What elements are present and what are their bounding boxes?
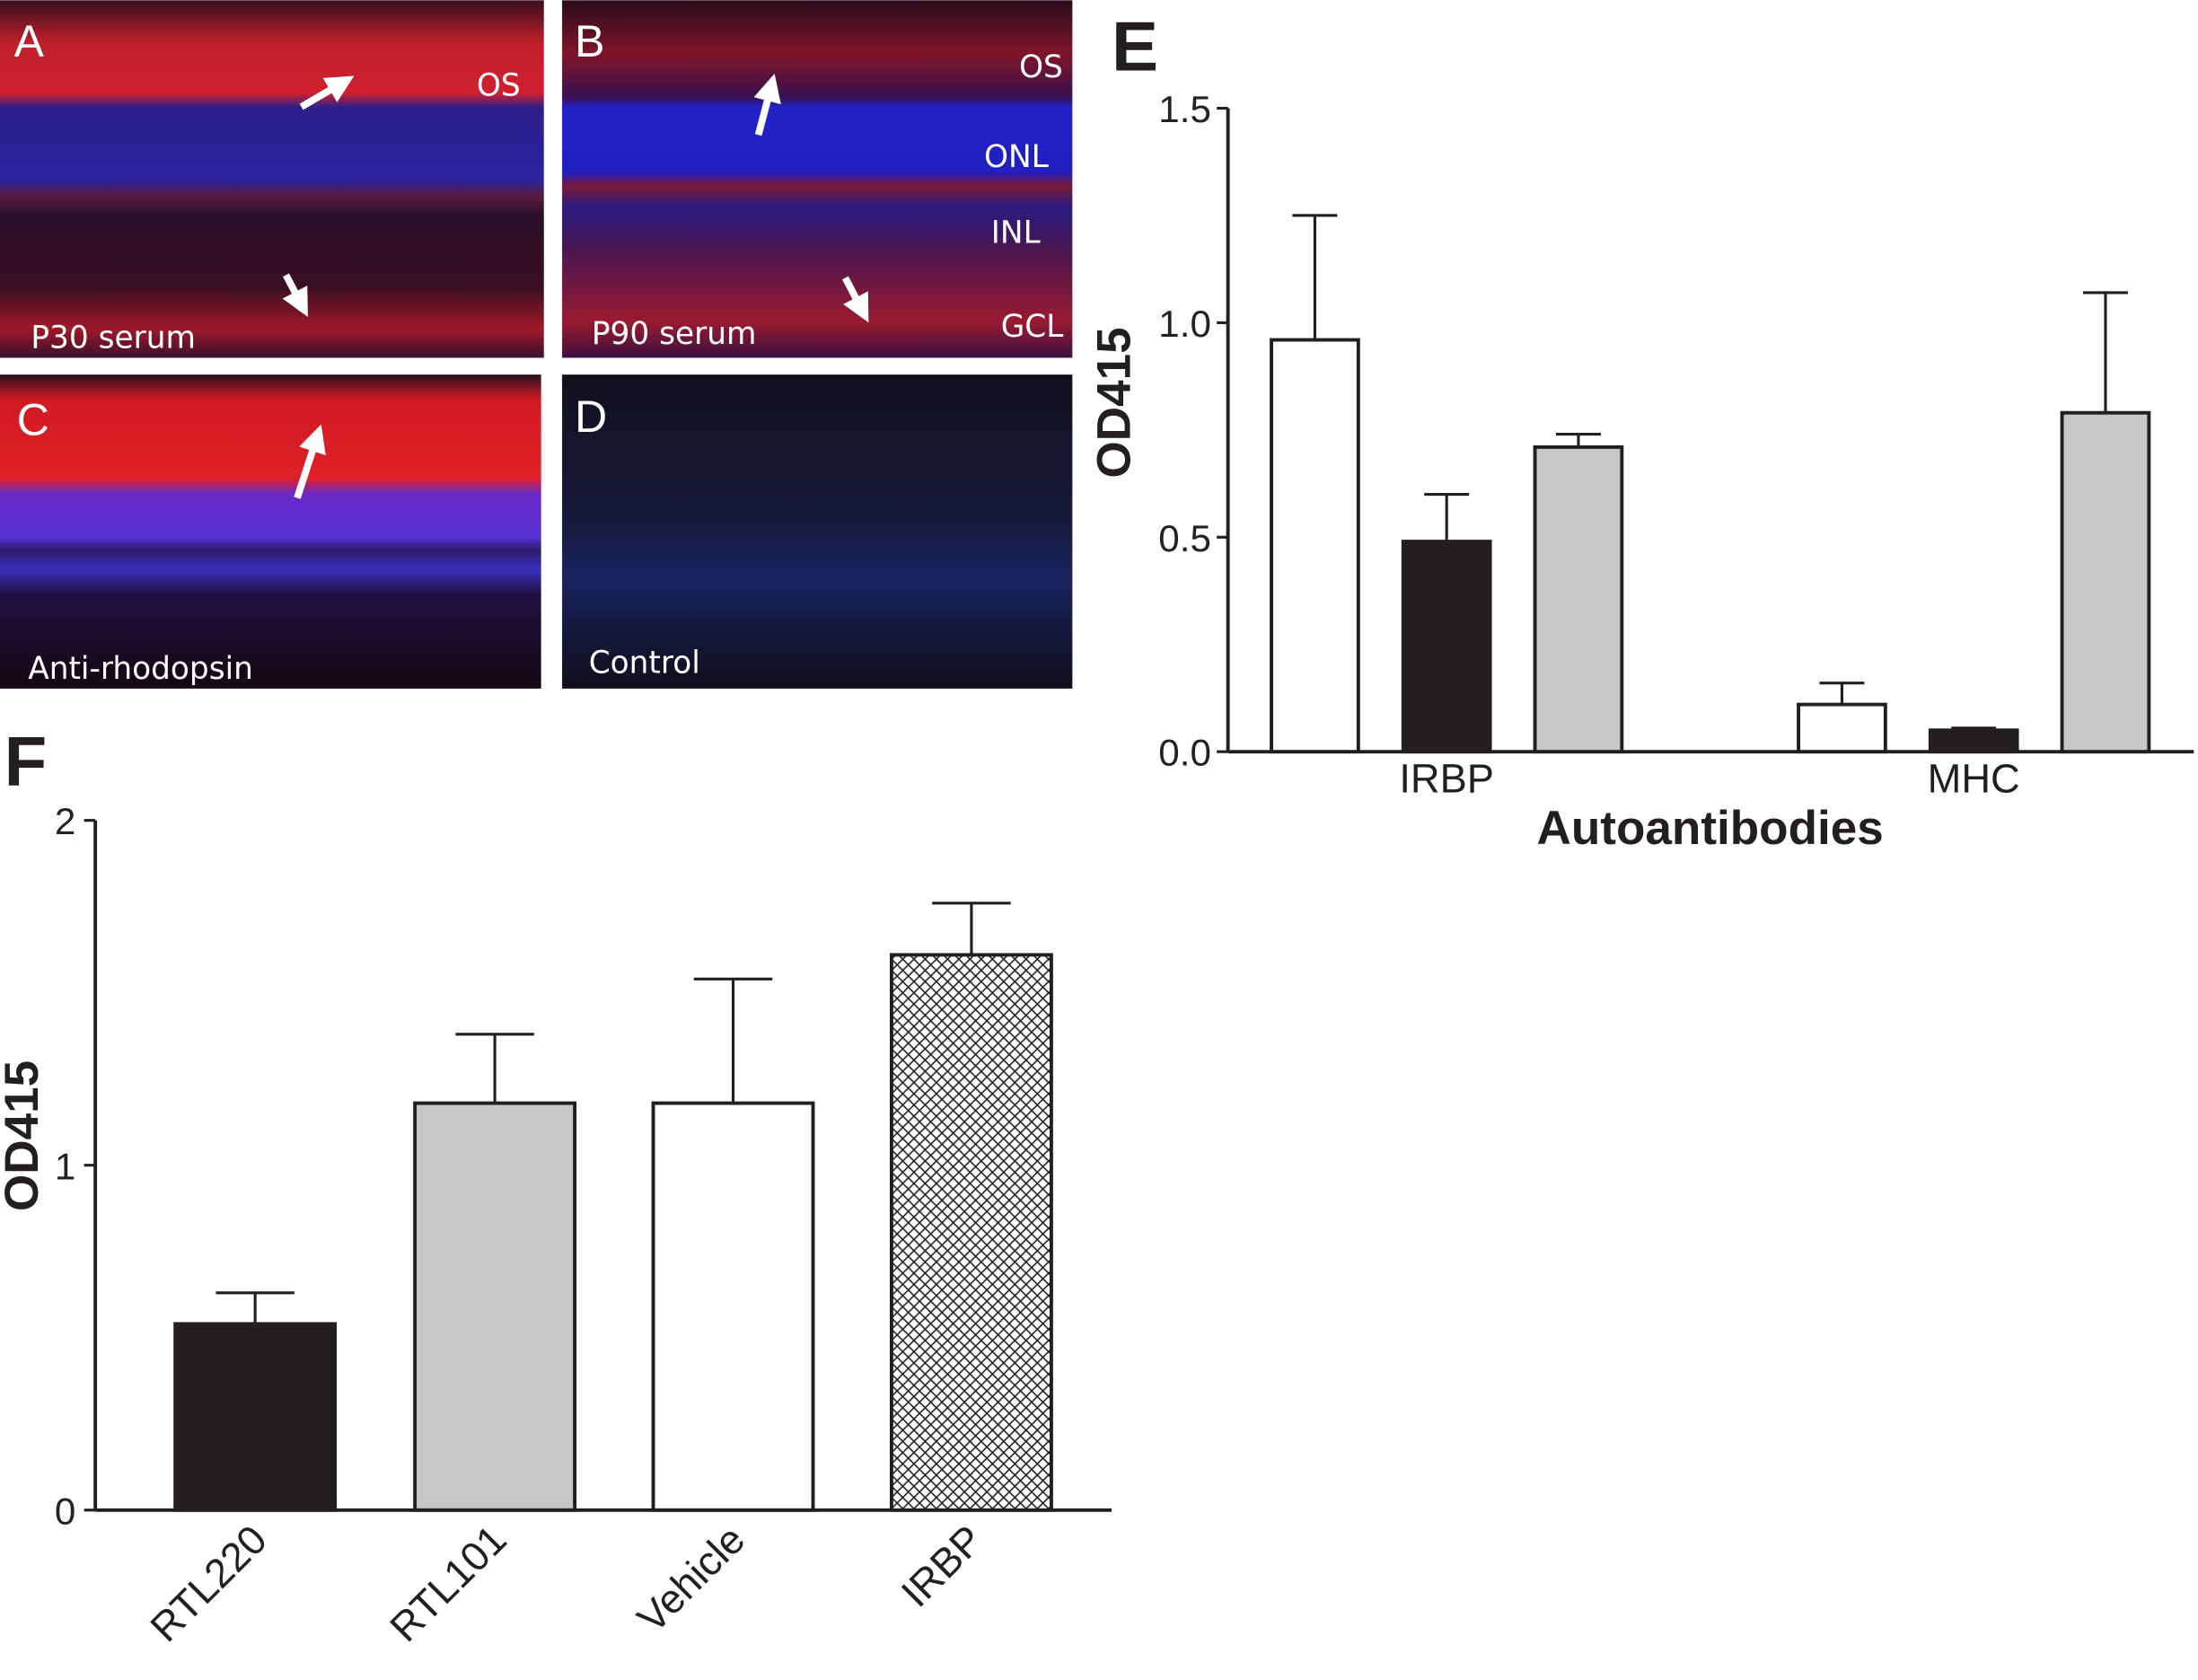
y-tick-label: 1.0 [1158, 303, 1211, 345]
layer-label-os: OS [1019, 49, 1063, 85]
category-label: RTL220 [141, 1517, 275, 1650]
panel-caption: Anti-rhodopsin [28, 651, 253, 687]
panel-caption: P30 serum [31, 321, 196, 356]
arrow-icon [282, 273, 308, 317]
arrow-icon [753, 74, 781, 136]
panel-caption: Control [589, 646, 700, 682]
panel-letter-f: F [4, 722, 48, 801]
bar [889, 953, 1053, 1512]
category-label: IRBP [1399, 755, 1494, 801]
panel-a-micrograph: A OS P30 serum [0, 0, 544, 358]
layer-label-inl: INL [991, 215, 1041, 251]
x-axis-label: Autoantibodies [1537, 802, 1884, 855]
category-label: IRBP [892, 1517, 992, 1616]
panel-letter-e: E [1112, 6, 1158, 85]
bar [1270, 338, 1360, 754]
panel-letter-b: B [575, 16, 604, 66]
y-axis-label: OD415 [0, 1060, 48, 1211]
panel-letter-c: C [17, 394, 49, 444]
arrow-icon [841, 276, 869, 323]
y-tick-label: 2 [55, 800, 75, 842]
chart-e: E OD415 Autoantibodies 0.0 0.5 1.0 1.5 IRBP M… [1087, 6, 2194, 855]
y-tick-label: 0.0 [1158, 732, 1211, 774]
bar [1533, 444, 1624, 754]
bar [651, 1101, 815, 1512]
bar [1401, 540, 1492, 754]
panel-caption: P90 serum [592, 316, 757, 352]
y-tick-label: 1 [55, 1145, 75, 1187]
chart-f: F OD415 0 1 2 RTL220 RTL101 Vehicle IRBP [0, 722, 1112, 1650]
bar [413, 1101, 577, 1512]
y-tick-label: 0.5 [1158, 517, 1211, 559]
panel-letter-d: D [575, 391, 607, 442]
arrow-icon [299, 75, 355, 110]
category-label: MHC [1928, 755, 2020, 801]
panel-letter-a: A [14, 16, 45, 66]
bar [173, 1322, 338, 1512]
y-tick-label: 1.5 [1158, 88, 1211, 130]
panel-d-micrograph: D Control [562, 374, 1073, 689]
y-axis-label: OD415 [1087, 327, 1140, 478]
layer-label-onl: ONL [984, 139, 1049, 175]
arrow-icon [294, 424, 326, 499]
bar [1928, 728, 2019, 754]
category-label: Vehicle [629, 1517, 753, 1641]
layer-label-os: OS [477, 67, 521, 103]
bar [2060, 410, 2151, 754]
panel-c-micrograph: C Anti-rhodopsin [0, 374, 541, 689]
bar [1797, 702, 1887, 754]
category-label: RTL101 [381, 1517, 514, 1650]
panel-b-micrograph: B OS ONL INL GCL P90 serum [562, 0, 1073, 358]
y-tick-label: 0 [55, 1490, 75, 1532]
layer-label-gcl: GCL [1001, 309, 1064, 345]
